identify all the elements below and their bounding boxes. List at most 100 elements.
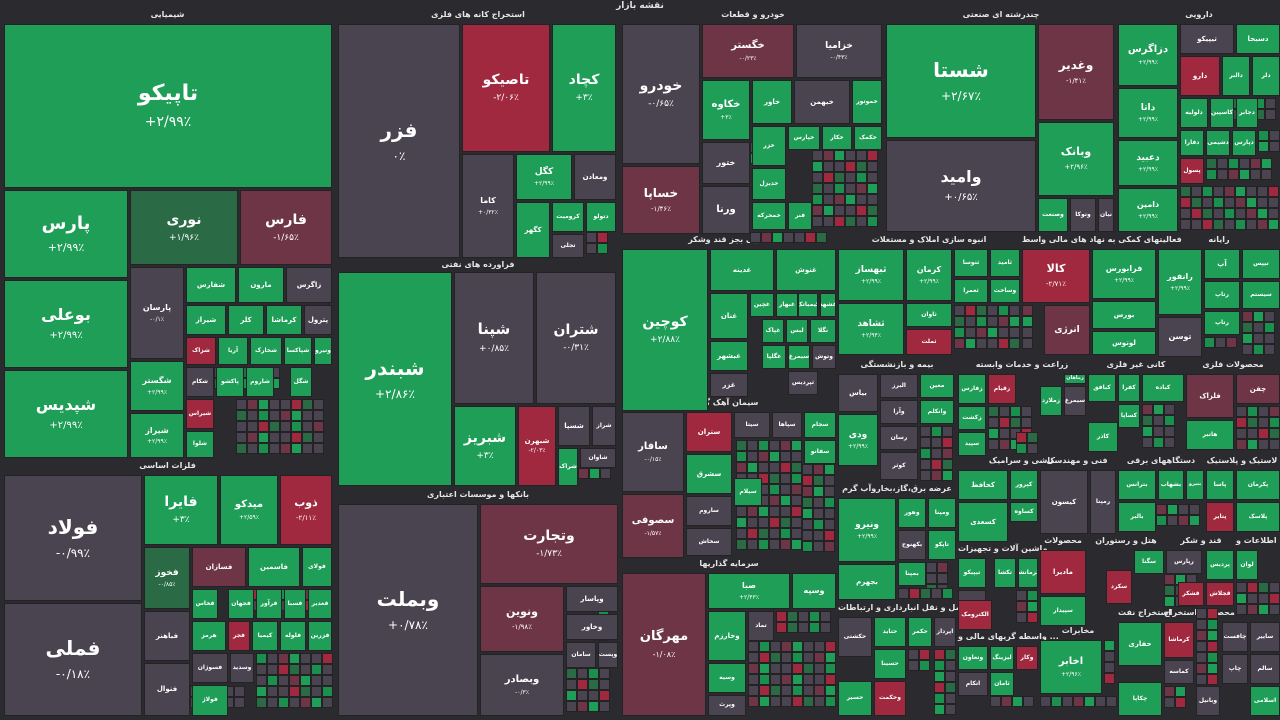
stock-tile[interactable]: رتاپ <box>1204 281 1240 309</box>
stock-tile[interactable]: کالا -۲/۷۱٪ <box>1022 249 1090 303</box>
stock-tile[interactable]: اپرداز <box>934 617 956 647</box>
stock-tile[interactable]: ثنوسا <box>954 249 988 277</box>
stock-tile[interactable]: رپارس <box>1166 550 1202 574</box>
stock-tile[interactable]: تماد <box>748 611 774 641</box>
stock-tile[interactable]: وبصادر -۰/۳٪ <box>480 654 564 716</box>
stock-tile[interactable]: مادیرا <box>1040 550 1086 594</box>
stock-tile[interactable]: توسن <box>1158 317 1202 357</box>
stock-tile[interactable]: وتعاون <box>958 646 988 670</box>
stock-tile[interactable]: شبهرن -۲/۰۳٪ <box>518 406 556 486</box>
stock-tile[interactable]: فجر <box>228 621 250 651</box>
stock-tile[interactable]: آریا <box>218 337 248 365</box>
stock-tile[interactable]: سصوفی -۱/۵۷٪ <box>622 494 684 558</box>
stock-tile[interactable]: تکشا <box>994 558 1016 588</box>
stock-tile[interactable]: خموتور <box>852 80 882 124</box>
stock-tile[interactable]: فولاژ <box>192 685 228 716</box>
stock-tile[interactable]: دعبید +۲/۹۹٪ <box>1118 140 1178 186</box>
stock-tile[interactable]: ختور <box>702 142 750 184</box>
stock-tile[interactable]: شخارک <box>250 337 282 365</box>
stock-tile[interactable]: کبافق <box>1088 374 1116 402</box>
stock-tile[interactable]: دزاگرس +۲/۹۹٪ <box>1118 24 1178 86</box>
stock-tile[interactable]: فسوژان <box>192 653 228 683</box>
stock-tile[interactable]: بترانس <box>1118 470 1156 500</box>
stock-tile[interactable]: کیمیا <box>252 621 278 651</box>
stock-tile[interactable]: فلوله <box>280 621 306 651</box>
stock-tile[interactable]: غنان <box>710 293 748 339</box>
stock-tile[interactable]: کساپا <box>1118 404 1140 428</box>
stock-tile[interactable]: فرابورس +۲/۹۹٪ <box>1092 249 1156 299</box>
stock-tile[interactable]: لیزینگ <box>990 646 1014 670</box>
stock-tile[interactable]: شراک <box>558 448 578 486</box>
stock-tile[interactable]: شزاک <box>186 337 216 365</box>
stock-tile[interactable]: شپاکسا <box>284 337 312 365</box>
stock-tile[interactable]: شاروم <box>246 367 274 397</box>
stock-tile[interactable]: ثملت <box>906 329 952 355</box>
stock-tile[interactable]: پتایر <box>1206 502 1234 532</box>
stock-tile[interactable]: خکاوه +۳٪ <box>702 80 750 140</box>
stock-tile[interactable]: وپرث <box>708 695 746 716</box>
stock-tile[interactable]: شبریز +۳٪ <box>454 406 516 486</box>
stock-tile[interactable]: سیمرغ <box>1064 386 1086 416</box>
stock-tile[interactable]: اسلامی <box>1250 686 1280 716</box>
stock-tile[interactable]: کفرا <box>1118 374 1140 402</box>
stock-tile[interactable]: ساییر <box>1250 622 1280 652</box>
stock-tile[interactable]: سامان <box>566 642 596 668</box>
stock-tile[interactable]: فخوز -۰/۸۵٪ <box>144 547 190 609</box>
stock-tile[interactable]: خدیزل <box>752 168 786 200</box>
stock-tile[interactable]: کرماشا <box>1164 622 1194 658</box>
stock-tile[interactable]: سپاها <box>772 412 802 438</box>
stock-tile[interactable]: زماهان <box>1064 374 1086 384</box>
stock-tile[interactable]: دلوليه <box>1180 98 1208 128</box>
stock-tile[interactable]: حکمر <box>908 617 932 647</box>
stock-tile[interactable]: وبانیل <box>1196 686 1220 716</box>
stock-tile[interactable]: کوثر <box>880 452 918 480</box>
stock-tile[interactable]: پارسان -۰/۱٪ <box>130 267 184 359</box>
stock-tile[interactable]: خکمک <box>854 126 882 150</box>
stock-tile[interactable]: غدینه <box>710 249 774 291</box>
stock-tile[interactable]: فولای <box>302 547 332 587</box>
stock-tile[interactable]: فاسمین <box>248 547 300 587</box>
stock-tile[interactable]: کسعدی <box>958 502 1008 542</box>
stock-tile[interactable]: لوان <box>1236 550 1258 580</box>
stock-tile[interactable]: وسدید <box>230 653 254 683</box>
stock-tile[interactable]: ومپنا <box>928 498 956 528</box>
stock-tile[interactable]: غبهار <box>776 293 798 317</box>
stock-tile[interactable]: فزرین <box>308 621 332 651</box>
stock-tile[interactable]: خودرو -۰/۶۵٪ <box>622 24 700 164</box>
stock-tile[interactable]: خبهمن <box>794 80 850 124</box>
stock-tile[interactable]: زکشت <box>958 406 986 430</box>
stock-tile[interactable]: دتولو <box>586 202 616 232</box>
stock-tile[interactable]: وامید +۰/۶۵٪ <box>886 140 1036 232</box>
stock-tile[interactable]: فنر <box>788 202 812 230</box>
stock-tile[interactable]: خساپا -۱/۴۶٪ <box>622 166 700 234</box>
stock-tile[interactable]: پاسا <box>1206 470 1234 500</box>
stock-tile[interactable]: ثامید <box>990 249 1020 277</box>
stock-tile[interactable]: وساخت <box>990 279 1020 303</box>
stock-tile[interactable]: غگلپا <box>762 345 786 369</box>
stock-tile[interactable]: بوعلی +۲/۹۹٪ <box>4 280 128 368</box>
stock-tile[interactable]: غچین <box>750 293 774 317</box>
stock-tile[interactable]: وبملت +۰/۷۸٪ <box>338 504 478 716</box>
stock-tile[interactable]: سگنا <box>1134 550 1164 574</box>
stock-tile[interactable]: سافار -۰/۱۵٪ <box>622 412 684 492</box>
stock-tile[interactable]: تاصیکو -۲/۰۶٪ <box>462 24 550 152</box>
stock-tile[interactable]: نگلا <box>810 319 836 343</box>
stock-tile[interactable]: رسان <box>880 426 918 450</box>
stock-tile[interactable]: مهرگان -۱/۰۸٪ <box>622 573 706 716</box>
stock-tile[interactable]: فخاس <box>192 589 218 619</box>
stock-tile[interactable]: پارس +۲/۹۹٪ <box>4 190 128 278</box>
stock-tile[interactable]: چکاپا <box>1118 682 1162 716</box>
stock-tile[interactable]: کاما +۰/۳۲٪ <box>462 154 514 258</box>
stock-tile[interactable]: شبندر +۲/۸۶٪ <box>338 272 452 486</box>
stock-tile[interactable]: فسازان <box>192 547 246 587</box>
stock-tile[interactable]: خگستر -۰/۲۳٪ <box>702 24 794 78</box>
stock-tile[interactable]: الکترومک <box>958 600 992 630</box>
stock-tile[interactable]: غنوش <box>776 249 836 291</box>
stock-tile[interactable]: وتوش <box>812 345 836 369</box>
stock-tile[interactable]: کوچین +۲/۸۸٪ <box>622 249 708 411</box>
stock-tile[interactable]: معین <box>920 374 954 398</box>
stock-tile[interactable]: پسول <box>1180 158 1204 184</box>
stock-tile[interactable]: رانفور +۲/۹۹٪ <box>1158 249 1202 315</box>
stock-tile[interactable]: وسیه <box>708 663 746 693</box>
stock-tile[interactable]: چفن <box>1236 374 1280 404</box>
